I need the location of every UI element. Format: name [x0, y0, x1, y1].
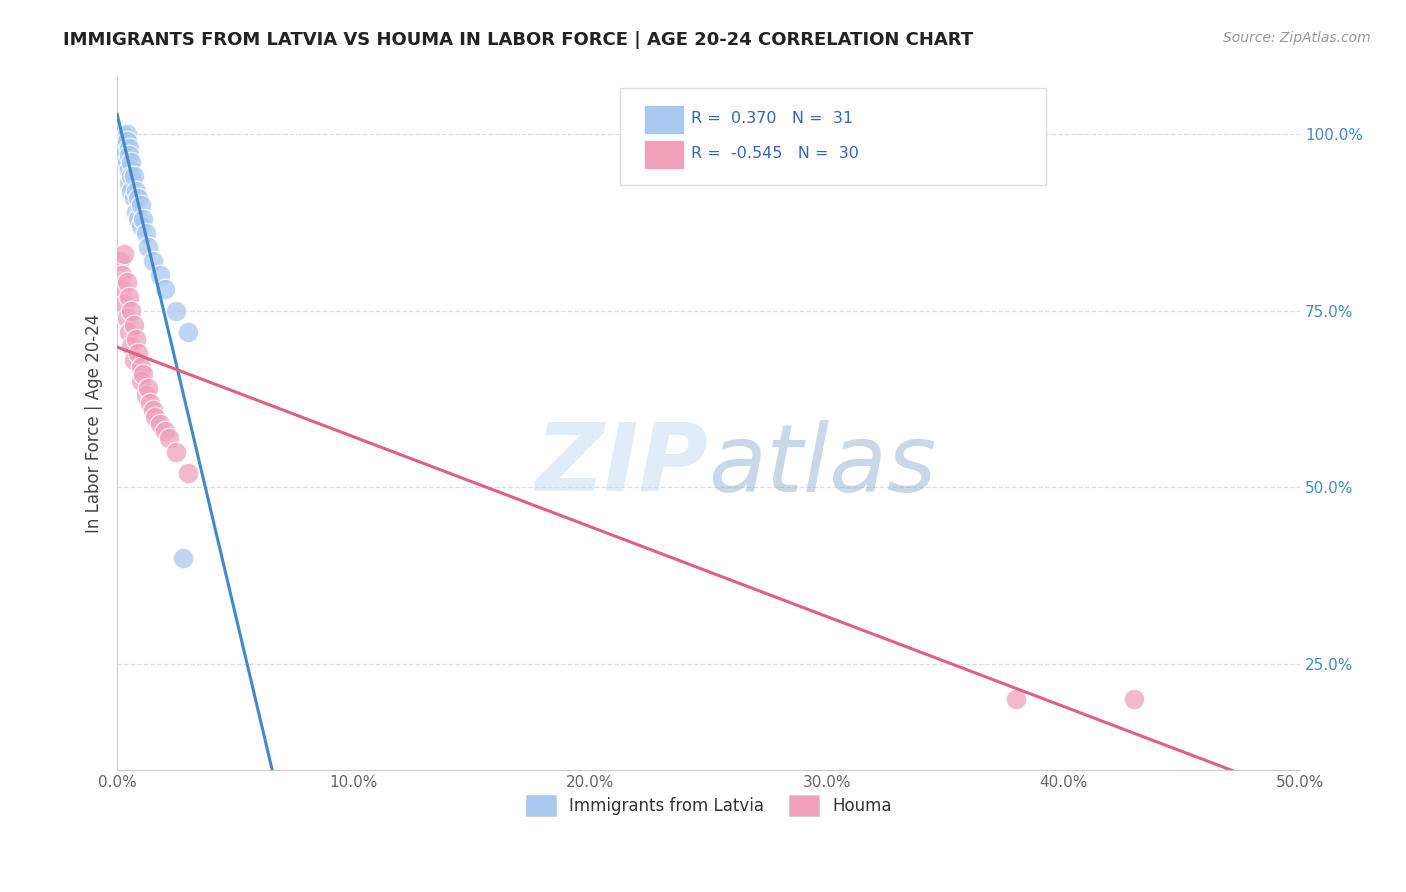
Point — [132, 211, 155, 226]
Point — [132, 368, 155, 382]
Point — [172, 551, 194, 566]
Point — [129, 360, 152, 375]
Point — [122, 318, 145, 332]
Point — [129, 374, 152, 388]
Point — [122, 169, 145, 184]
Point — [177, 466, 200, 480]
Point — [136, 381, 159, 395]
Point — [112, 148, 135, 162]
Point — [153, 282, 176, 296]
Point — [129, 219, 152, 233]
Point — [115, 134, 138, 148]
Point — [129, 197, 152, 211]
Point — [115, 155, 138, 169]
Text: R =  0.370   N =  31: R = 0.370 N = 31 — [690, 112, 853, 127]
Point — [120, 303, 142, 318]
Text: Source: ZipAtlas.com: Source: ZipAtlas.com — [1223, 31, 1371, 45]
Point — [127, 211, 149, 226]
Point — [135, 226, 157, 240]
Point — [111, 282, 134, 296]
Point — [112, 141, 135, 155]
Point — [136, 240, 159, 254]
Point — [165, 445, 187, 459]
Point — [118, 289, 141, 303]
Point — [108, 254, 131, 268]
Point — [149, 268, 172, 283]
Point — [1005, 692, 1028, 706]
Point — [127, 190, 149, 204]
Point — [120, 169, 142, 184]
Point — [122, 190, 145, 204]
Point — [177, 325, 200, 339]
Point — [111, 268, 134, 283]
Point — [125, 184, 148, 198]
Point — [112, 247, 135, 261]
Point — [125, 332, 148, 346]
Point — [120, 184, 142, 198]
FancyBboxPatch shape — [644, 105, 683, 134]
Text: IMMIGRANTS FROM LATVIA VS HOUMA IN LABOR FORCE | AGE 20-24 CORRELATION CHART: IMMIGRANTS FROM LATVIA VS HOUMA IN LABOR… — [63, 31, 973, 49]
FancyBboxPatch shape — [620, 87, 1046, 185]
Point — [127, 346, 149, 360]
Point — [157, 431, 180, 445]
Point — [142, 254, 165, 268]
FancyBboxPatch shape — [644, 140, 683, 169]
Point — [118, 162, 141, 177]
Point — [118, 148, 141, 162]
Point — [118, 325, 141, 339]
Point — [118, 177, 141, 191]
Text: atlas: atlas — [709, 420, 936, 511]
Point — [122, 353, 145, 368]
Point — [1123, 692, 1146, 706]
Point — [112, 296, 135, 310]
Point — [120, 339, 142, 353]
Y-axis label: In Labor Force | Age 20-24: In Labor Force | Age 20-24 — [86, 314, 103, 533]
Point — [120, 155, 142, 169]
Point — [142, 402, 165, 417]
Point — [139, 395, 162, 409]
Point — [118, 141, 141, 155]
Point — [165, 303, 187, 318]
Point — [115, 310, 138, 325]
Point — [115, 127, 138, 141]
Point — [115, 276, 138, 290]
Text: R =  -0.545   N =  30: R = -0.545 N = 30 — [690, 146, 859, 161]
Point — [111, 127, 134, 141]
Text: ZIP: ZIP — [536, 419, 709, 511]
Point — [125, 204, 148, 219]
Legend: Immigrants from Latvia, Houma: Immigrants from Latvia, Houma — [517, 787, 900, 824]
Point — [153, 424, 176, 438]
Point — [143, 409, 166, 424]
Point — [149, 417, 172, 431]
Point — [135, 388, 157, 402]
Point — [111, 134, 134, 148]
